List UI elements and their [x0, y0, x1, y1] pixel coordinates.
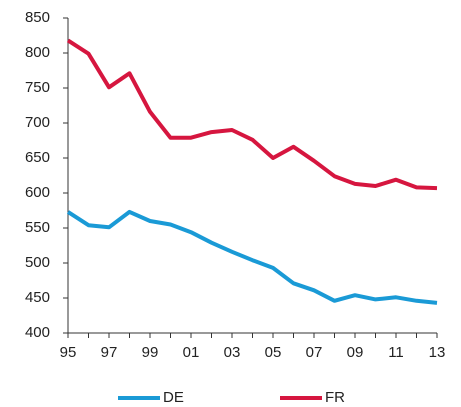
- x-tick-label: 03: [224, 344, 241, 361]
- x-tick-label: 13: [429, 344, 446, 361]
- y-tick-label: 850: [25, 9, 50, 26]
- series-line: [66, 209, 438, 305]
- x-tick-label: 97: [101, 344, 118, 361]
- legend-label: DE: [163, 389, 184, 406]
- x-tick-label: 09: [347, 344, 364, 361]
- legend-label: FR: [325, 389, 345, 406]
- x-tick-label: 99: [142, 344, 159, 361]
- series-line: [66, 38, 438, 191]
- x-tick-label: 11: [388, 344, 404, 361]
- y-tick-label: 650: [25, 149, 50, 166]
- x-tick-label: 01: [183, 344, 200, 361]
- y-tick-label: 750: [25, 79, 50, 96]
- y-tick-label: 600: [25, 184, 50, 201]
- y-tick-label: 550: [25, 219, 50, 236]
- x-tick-label: 07: [306, 344, 323, 361]
- y-tick-label: 500: [25, 254, 50, 271]
- y-tick-label: 800: [25, 44, 50, 61]
- x-tick-label: 95: [60, 344, 77, 361]
- y-tick-label: 700: [25, 114, 50, 131]
- x-tick-label: 05: [265, 344, 282, 361]
- y-tick-label: 450: [25, 289, 50, 306]
- y-tick-label: 400: [25, 324, 50, 341]
